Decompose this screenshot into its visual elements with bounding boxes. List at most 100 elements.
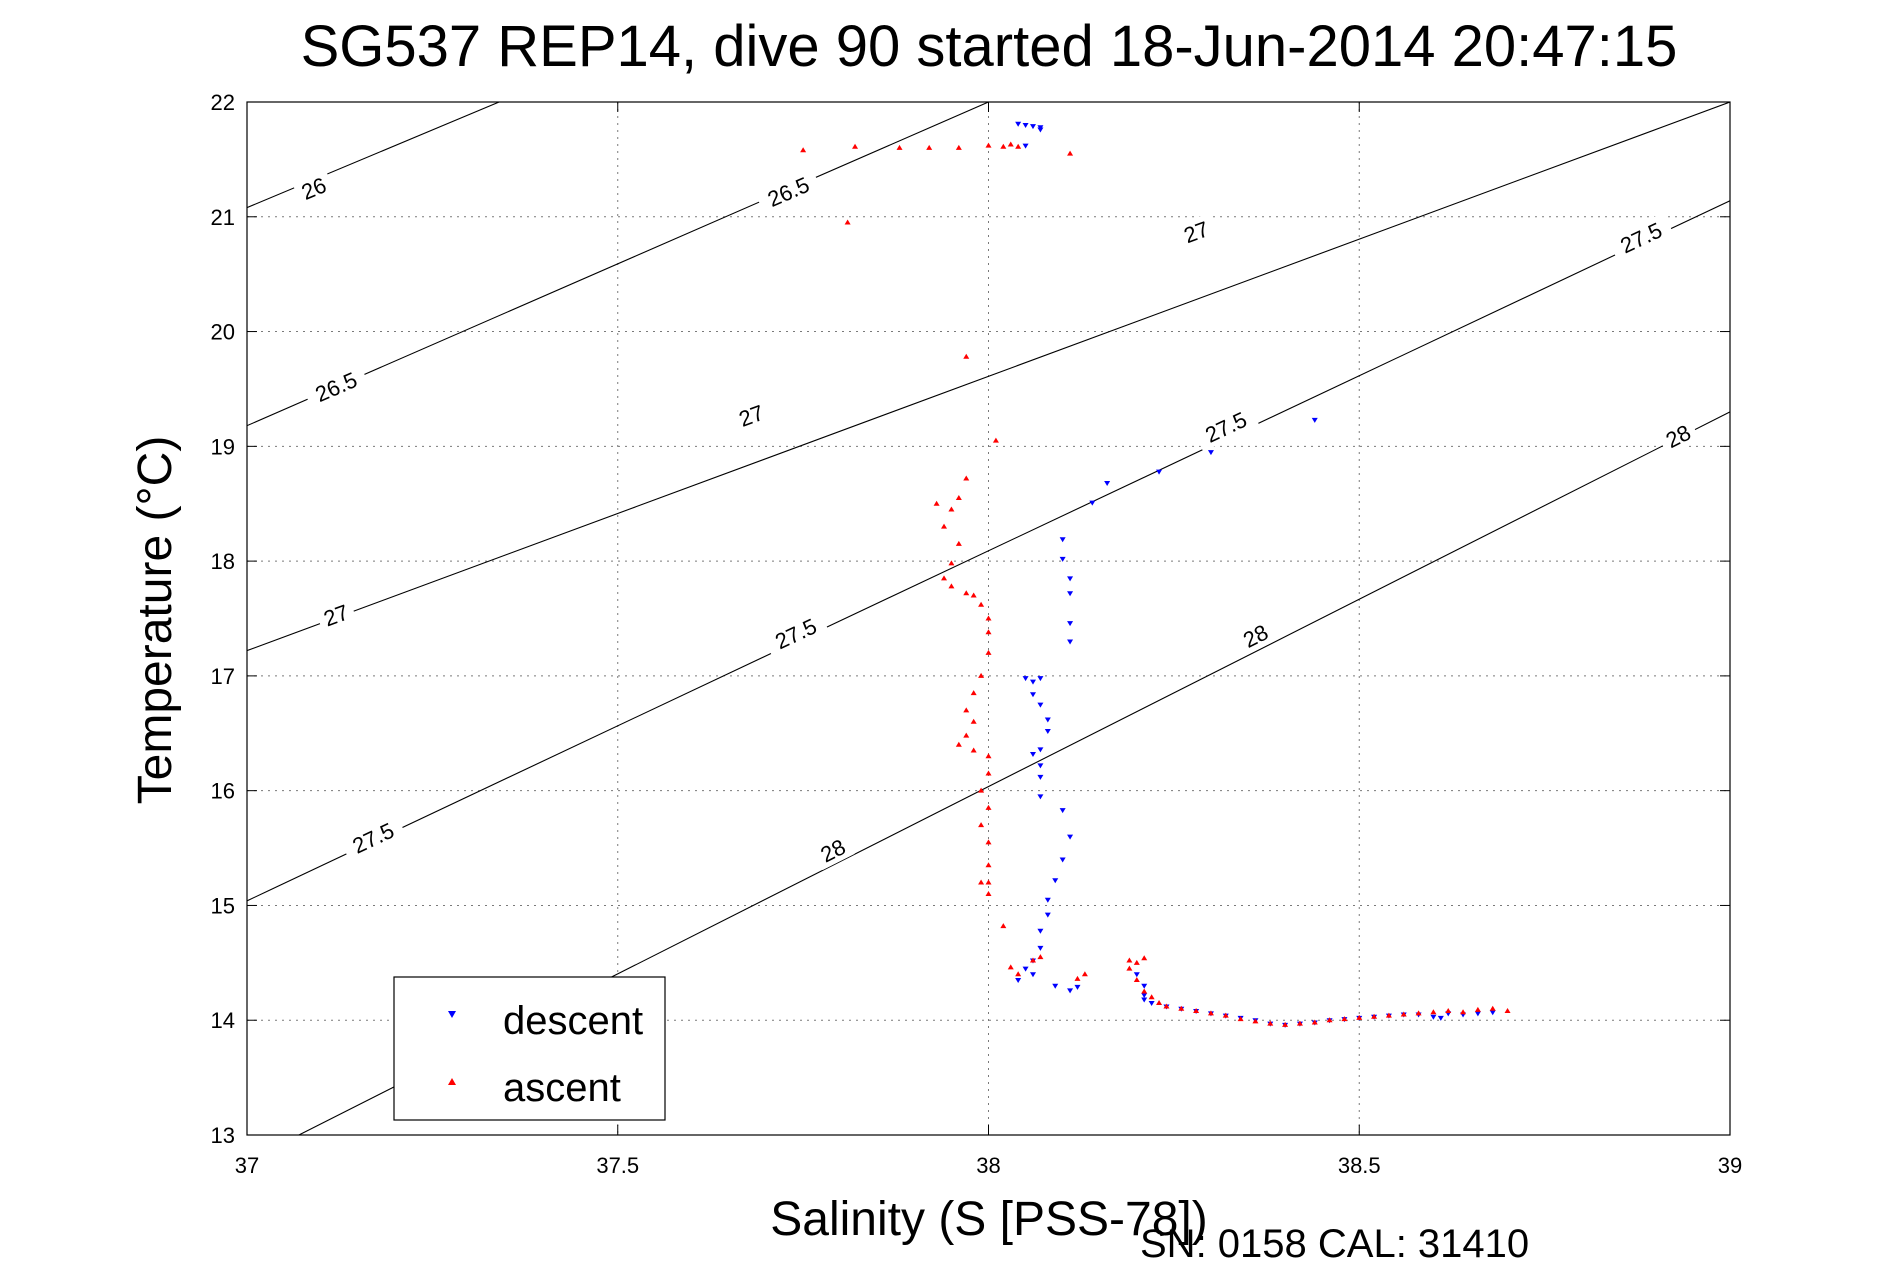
x-tick-label: 38.5 xyxy=(1338,1153,1381,1178)
ascent-point xyxy=(1415,1010,1422,1016)
ascent-point xyxy=(978,822,985,828)
y-tick-label: 14 xyxy=(211,1008,235,1033)
descent-point xyxy=(1059,537,1066,543)
contour-label-bg xyxy=(810,830,855,871)
ascent-point xyxy=(1400,1011,1407,1017)
y-tick-label: 17 xyxy=(211,664,235,689)
ascent-point xyxy=(1252,1018,1259,1024)
x-tick-label: 39 xyxy=(1718,1153,1742,1178)
descent-point xyxy=(1059,808,1066,814)
descent-point xyxy=(1141,983,1148,989)
ascent-point xyxy=(963,353,970,359)
contour-label-bg xyxy=(1174,213,1218,251)
ascent-point xyxy=(844,219,851,225)
y-axis-label: Temperature (°C) xyxy=(129,436,182,805)
ascent-point xyxy=(970,747,977,753)
descent-point xyxy=(1037,763,1044,769)
ascent-point xyxy=(970,592,977,598)
ascent-point xyxy=(1489,1005,1496,1011)
descent-point xyxy=(1156,469,1163,475)
descent-point xyxy=(1029,972,1036,978)
ascent-point xyxy=(1133,977,1140,983)
contour-label-bg xyxy=(762,608,830,659)
legend-box xyxy=(393,976,666,1121)
ascent-point xyxy=(992,437,999,443)
legend-ascent-marker xyxy=(448,1078,456,1085)
descent-point xyxy=(1148,1001,1155,1007)
ascent-point xyxy=(1222,1012,1229,1018)
ascent-point xyxy=(1371,1013,1378,1019)
descent-point xyxy=(1067,988,1074,994)
ascent-point xyxy=(1000,923,1007,929)
contour-label-bg xyxy=(302,362,370,411)
ascent-point xyxy=(941,575,948,581)
ascent-point xyxy=(1385,1012,1392,1018)
descent-point xyxy=(1015,121,1022,127)
legend-ascent-label: ascent xyxy=(503,1066,621,1110)
descent-point xyxy=(1067,591,1074,597)
ascent-point xyxy=(1015,143,1022,149)
ascent-point xyxy=(1193,1008,1200,1014)
ascent-point xyxy=(948,560,955,566)
descent-point xyxy=(1029,692,1036,698)
descent-point xyxy=(1133,972,1140,978)
descent-point xyxy=(1037,747,1044,753)
descent-point xyxy=(1037,928,1044,934)
contour-line xyxy=(247,102,989,427)
ascent-point xyxy=(1067,150,1074,156)
ascent-point xyxy=(955,741,962,747)
ascent-point xyxy=(963,707,970,713)
descent-point xyxy=(1489,1010,1496,1016)
ascent-point xyxy=(1311,1019,1318,1025)
contour-line xyxy=(247,102,500,209)
ascent-point xyxy=(978,787,985,793)
ascent-point xyxy=(1460,1009,1467,1015)
x-tick-label: 37 xyxy=(235,1153,259,1178)
ascent-point xyxy=(985,615,992,621)
descent-point xyxy=(1022,676,1029,682)
legend-descent-label: descent xyxy=(503,999,643,1043)
ascent-point xyxy=(948,583,955,589)
legend-descent-marker xyxy=(448,1011,456,1018)
ascent-point xyxy=(970,690,977,696)
ascent-point xyxy=(948,506,955,512)
ascent-point xyxy=(963,732,970,738)
descent-point xyxy=(1022,143,1029,149)
contour-label-bg xyxy=(339,812,407,863)
descent-point xyxy=(1037,774,1044,780)
ascent-point xyxy=(1356,1014,1363,1020)
descent-point xyxy=(1089,500,1096,506)
ascent-point xyxy=(1015,971,1022,977)
ascent-point xyxy=(1178,1005,1185,1011)
descent-point xyxy=(1037,794,1044,800)
descent-point xyxy=(1022,966,1029,972)
ascent-point xyxy=(1474,1006,1481,1012)
contour-label-bg xyxy=(292,169,336,208)
descent-point xyxy=(1037,702,1044,708)
y-tick-label: 18 xyxy=(211,549,235,574)
ascent-point xyxy=(985,770,992,776)
y-tick-label: 20 xyxy=(211,320,235,345)
descent-point xyxy=(1067,834,1074,840)
ascent-point xyxy=(896,144,903,150)
descent-point xyxy=(1015,978,1022,984)
ascent-point xyxy=(955,540,962,546)
ascent-point xyxy=(926,144,933,150)
contour-label-bg xyxy=(1607,212,1675,263)
ascent-point xyxy=(1156,1000,1163,1006)
contour-label-bg xyxy=(1192,401,1260,452)
y-axis-ticks: 13 14 15 16 17 18 19 20 21 22 xyxy=(211,90,1730,1148)
serial-calibration-text: SN: 0158 CAL: 31410 xyxy=(1140,1222,1529,1262)
descent-point xyxy=(1022,122,1029,128)
ascent-point xyxy=(1000,143,1007,149)
data-points xyxy=(800,121,1511,1028)
ascent-point xyxy=(1282,1021,1289,1027)
contour-line xyxy=(247,102,1730,652)
ascent-point xyxy=(1029,957,1036,963)
descent-point xyxy=(1044,717,1051,723)
ascent-point xyxy=(1081,971,1088,977)
descent-point xyxy=(1311,417,1318,423)
y-tick-label: 15 xyxy=(211,893,235,918)
descent-point xyxy=(1044,912,1051,918)
ascent-point xyxy=(985,753,992,759)
